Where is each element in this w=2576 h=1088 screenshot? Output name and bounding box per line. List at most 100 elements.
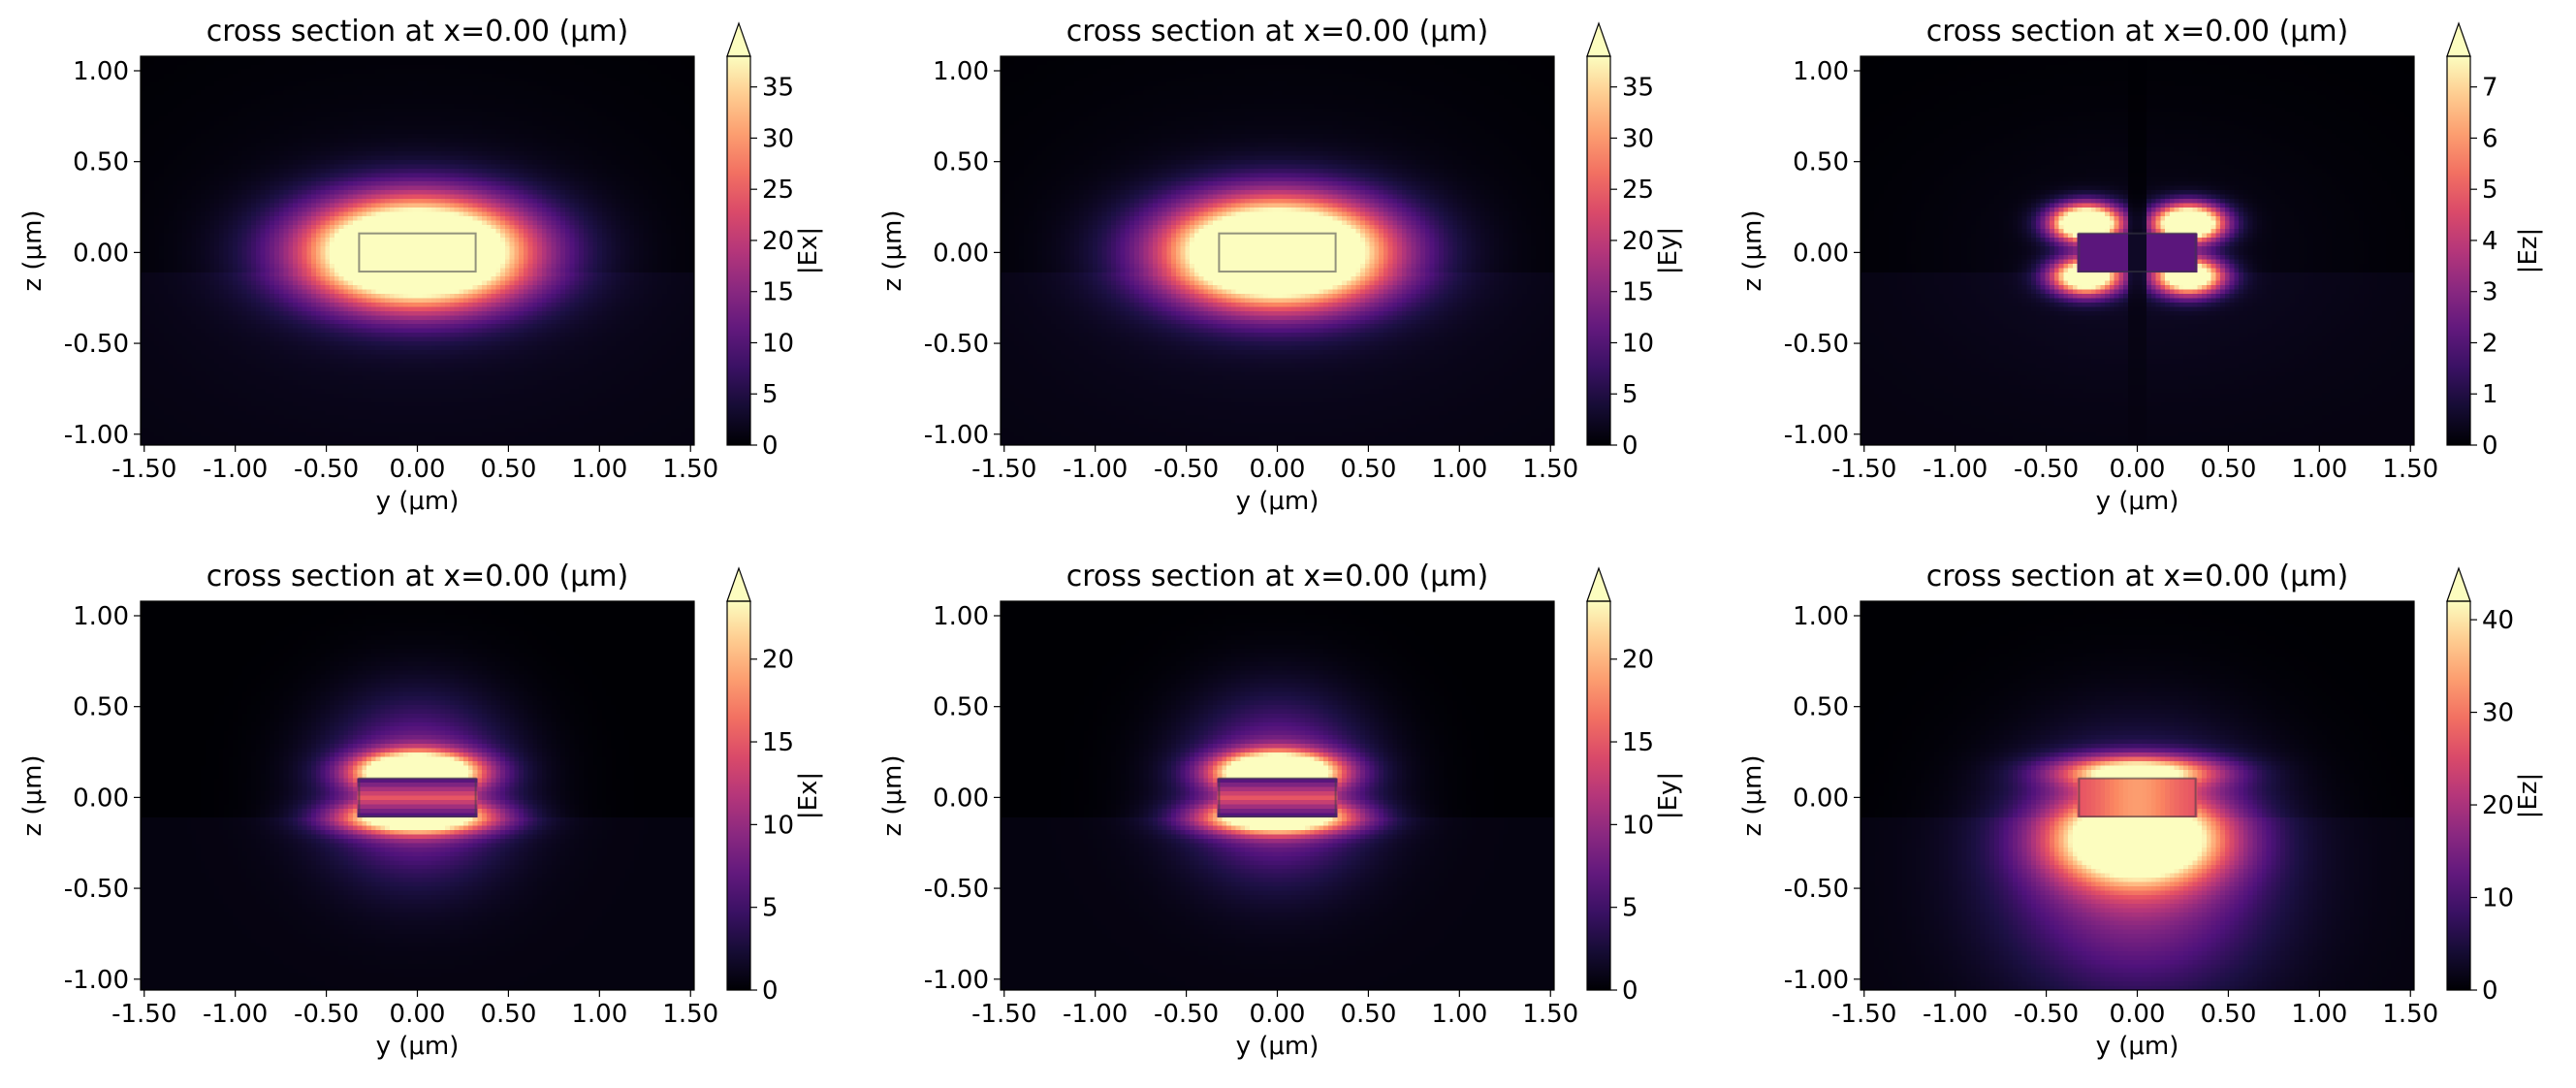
heatmap-cell bbox=[408, 65, 413, 70]
heatmap-cell bbox=[427, 121, 431, 126]
heatmap-cell bbox=[270, 173, 274, 177]
heatmap-cell bbox=[141, 56, 145, 61]
heatmap-cell bbox=[390, 100, 395, 105]
heatmap-cell bbox=[459, 56, 463, 61]
heatmap-cell bbox=[348, 121, 353, 126]
heatmap-cell bbox=[468, 147, 473, 152]
heatmap-cell bbox=[274, 56, 279, 61]
heatmap-cell bbox=[293, 164, 298, 169]
heatmap-cell bbox=[676, 130, 681, 135]
heatmap-cell bbox=[652, 112, 657, 117]
heatmap-cell bbox=[274, 160, 279, 165]
heatmap-cell bbox=[191, 112, 196, 117]
heatmap-cell bbox=[652, 143, 657, 147]
heatmap-cell bbox=[246, 108, 251, 112]
heatmap-cell bbox=[634, 169, 639, 174]
heatmap-cell bbox=[177, 147, 182, 152]
heatmap-cell bbox=[519, 160, 524, 165]
heatmap-cell bbox=[141, 74, 145, 79]
heatmap-cell bbox=[270, 108, 274, 112]
heatmap-cell bbox=[413, 173, 418, 177]
heatmap-cell bbox=[246, 139, 251, 144]
heatmap-cell bbox=[228, 139, 233, 144]
heatmap-cell bbox=[450, 121, 455, 126]
heatmap-cell bbox=[681, 104, 685, 109]
heatmap-cell bbox=[298, 78, 302, 82]
heatmap-cell bbox=[644, 95, 649, 100]
heatmap-cell bbox=[395, 74, 399, 79]
heatmap-cell bbox=[666, 121, 671, 126]
heatmap-cell bbox=[169, 134, 174, 139]
heatmap-cell bbox=[385, 69, 390, 74]
heatmap-cell bbox=[671, 130, 676, 135]
heatmap-cell bbox=[242, 108, 247, 112]
heatmap-cell bbox=[542, 130, 547, 135]
heatmap-cell bbox=[445, 82, 450, 87]
heatmap-cell bbox=[676, 121, 681, 126]
heatmap-cell bbox=[311, 134, 316, 139]
heatmap-cell bbox=[620, 86, 625, 91]
heatmap-cell bbox=[339, 164, 344, 169]
heatmap-cell bbox=[560, 108, 565, 112]
heatmap-cell bbox=[362, 91, 366, 96]
heatmap-cell bbox=[353, 82, 358, 87]
heatmap-cell bbox=[524, 125, 528, 130]
heatmap-cell bbox=[339, 82, 344, 87]
heatmap-cell bbox=[201, 134, 206, 139]
heatmap-cell bbox=[629, 125, 634, 130]
heatmap-cell bbox=[154, 160, 159, 165]
heatmap-cell bbox=[652, 125, 657, 130]
heatmap-cell bbox=[413, 91, 418, 96]
heatmap-cell bbox=[385, 65, 390, 70]
heatmap-cell bbox=[440, 86, 445, 91]
heatmap-cell bbox=[238, 82, 242, 87]
heatmap-cell bbox=[482, 91, 487, 96]
heatmap-cell bbox=[362, 147, 366, 152]
heatmap-cell bbox=[492, 134, 496, 139]
heatmap-cell bbox=[657, 125, 662, 130]
heatmap-cell bbox=[145, 104, 150, 109]
heatmap-cell bbox=[519, 69, 524, 74]
heatmap-cell bbox=[611, 147, 616, 152]
heatmap-cell bbox=[376, 155, 381, 160]
heatmap-cell bbox=[565, 121, 570, 126]
heatmap-cell bbox=[191, 86, 196, 91]
heatmap-cell bbox=[306, 151, 311, 156]
heatmap-cell bbox=[385, 95, 390, 100]
heatmap-cell bbox=[528, 139, 533, 144]
heatmap-cell bbox=[547, 147, 552, 152]
heatmap-cell bbox=[265, 169, 270, 174]
heatmap-cell bbox=[652, 91, 657, 96]
heatmap-cell bbox=[390, 69, 395, 74]
heatmap-cell bbox=[201, 86, 206, 91]
heatmap-cell bbox=[398, 134, 403, 139]
heatmap-cell bbox=[261, 139, 266, 144]
heatmap-cell bbox=[565, 95, 570, 100]
heatmap-cell bbox=[422, 56, 427, 61]
heatmap-cell bbox=[440, 56, 445, 61]
heatmap-cell bbox=[298, 155, 302, 160]
heatmap-cell bbox=[298, 147, 302, 152]
heatmap-cell bbox=[662, 116, 667, 121]
heatmap-cell bbox=[505, 173, 510, 177]
heatmap-cell bbox=[620, 134, 625, 139]
heatmap-cell bbox=[505, 169, 510, 174]
heatmap-cell bbox=[187, 155, 192, 160]
heatmap-cell bbox=[625, 130, 630, 135]
heatmap-cell bbox=[556, 139, 560, 144]
heatmap-cell bbox=[422, 104, 427, 109]
heatmap-cell bbox=[551, 95, 556, 100]
heatmap-cell bbox=[463, 108, 468, 112]
heatmap-cell bbox=[284, 147, 289, 152]
heatmap-cell bbox=[339, 78, 344, 82]
heatmap-cell bbox=[408, 60, 413, 65]
heatmap-cell bbox=[519, 134, 524, 139]
heatmap-cell bbox=[325, 91, 330, 96]
heatmap-cell bbox=[403, 160, 408, 165]
heatmap-cell bbox=[463, 164, 468, 169]
heatmap-cell bbox=[321, 147, 326, 152]
heatmap-cell bbox=[556, 125, 560, 130]
heatmap-cell bbox=[209, 169, 214, 174]
heatmap-cell bbox=[681, 139, 685, 144]
heatmap-cell bbox=[325, 139, 330, 144]
